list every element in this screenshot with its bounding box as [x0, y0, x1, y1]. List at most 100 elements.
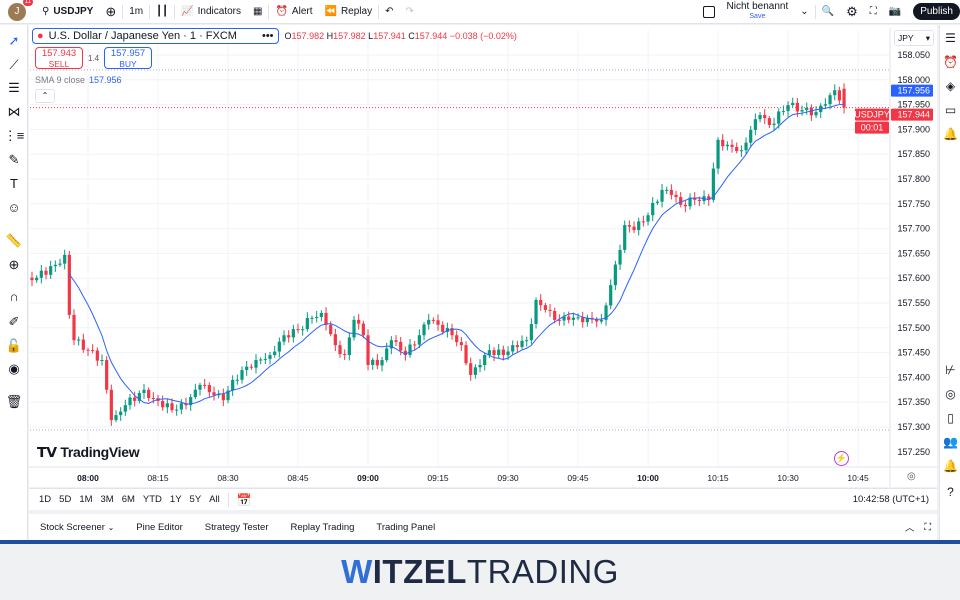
indicators-button[interactable]: 📈 Indicators — [181, 6, 242, 17]
tab-trading-panel[interactable]: Trading Panel — [376, 521, 436, 533]
layout-checkbox-icon[interactable] — [697, 0, 721, 24]
zoom-in-icon[interactable]: ⊕ — [8, 257, 20, 272]
replay-button[interactable]: ⏪ Replay — [324, 6, 373, 17]
projection-icon[interactable]: ⋮≡ — [3, 128, 25, 143]
candle-body — [375, 359, 379, 366]
avatar[interactable]: J 11 — [8, 0, 33, 21]
candle-body — [637, 221, 641, 231]
camera-icon[interactable]: 📷 — [888, 6, 902, 17]
candle-body — [707, 196, 711, 200]
bell-icon[interactable]: 🔔 — [943, 127, 958, 141]
symbol-info[interactable]: ● U.S. Dollar / Japanese Yen · 1 · FXCM ••… — [32, 28, 279, 44]
range-1y[interactable]: 1Y — [169, 494, 182, 505]
candle-body — [669, 189, 673, 195]
pattern-icon[interactable]: ⋈ — [7, 104, 21, 119]
candle-body — [203, 384, 207, 386]
tab-replay-trading[interactable]: Replay Trading — [290, 521, 355, 533]
buy-button[interactable]: 157.957 BUY — [104, 47, 152, 69]
range-ytd[interactable]: YTD — [142, 494, 162, 505]
calendar-goto-icon[interactable]: 📅 — [236, 492, 252, 507]
ruler-icon[interactable]: 📏 — [5, 233, 23, 248]
magnet-icon[interactable]: ∩ — [9, 289, 19, 304]
range-6m[interactable]: 6M — [121, 494, 135, 505]
people-icon[interactable]: 👥 — [943, 435, 958, 449]
candles-icon[interactable]: ┃┃ — [156, 6, 169, 17]
tab-strategy-tester[interactable]: Strategy Tester — [204, 521, 269, 533]
candle-body — [175, 409, 179, 411]
last-price-tag: 157.944 — [897, 110, 930, 120]
lock-drawing-icon[interactable]: ✐ — [8, 314, 20, 329]
help-icon[interactable]: ? — [947, 485, 954, 499]
cursor-icon[interactable]: ➚ — [8, 33, 20, 48]
lightning-icon[interactable]: ⚡ — [834, 451, 849, 466]
layouts-icon[interactable]: ▦ — [253, 6, 263, 17]
range-3m[interactable]: 3M — [100, 494, 114, 505]
quick-search-icon[interactable]: 🔍 — [821, 6, 835, 17]
layout-name-button[interactable]: Nicht benannt Save — [726, 0, 789, 20]
chevron-up-icon[interactable]: ︿ — [904, 523, 915, 534]
undo-icon[interactable]: ↶ — [385, 6, 394, 17]
layers-icon[interactable]: ◈ — [945, 79, 956, 93]
collapse-legend-button[interactable]: ⌃ — [35, 89, 55, 103]
sell-button[interactable]: 157.943 SELL — [35, 47, 83, 69]
candle-body — [441, 324, 445, 332]
candle-body — [77, 339, 81, 341]
fullscreen-icon[interactable]: ⛶ — [869, 6, 877, 17]
fib-lines-icon[interactable]: ☰ — [8, 80, 20, 95]
candle-body — [618, 249, 622, 265]
gear-icon[interactable]: ⚙ — [846, 3, 858, 19]
chart-pane[interactable] — [29, 25, 937, 487]
clock[interactable]: 10:42:58 (UTC+1) — [852, 494, 929, 505]
candle-body — [240, 370, 244, 380]
trash-icon[interactable]: 🗑 — [5, 394, 23, 409]
symbol-search-button[interactable]: ⚲ USDJPY — [42, 6, 94, 17]
currency-select[interactable]: JPY ▾ — [894, 30, 934, 46]
candle-body — [693, 197, 697, 200]
sma-legend[interactable]: SMA 9 close 157.956 — [35, 75, 122, 85]
candle-body — [81, 339, 85, 350]
candle-body — [296, 329, 300, 331]
text-icon[interactable]: T — [10, 176, 18, 191]
trend-line-icon[interactable]: ⟋ — [9, 57, 19, 72]
lock-icon[interactable]: 🔓 — [5, 338, 23, 353]
watchlist-icon[interactable]: ☰ — [945, 31, 956, 45]
candle-body — [548, 309, 552, 311]
compare-add-icon[interactable]: ⊕ — [105, 3, 117, 19]
indicators-icon: 📈 — [181, 6, 194, 17]
range-1m[interactable]: 1M — [79, 494, 93, 505]
redo-icon[interactable]: ↷ — [405, 6, 414, 17]
range-5y[interactable]: 5Y — [189, 494, 202, 505]
brush-icon[interactable]: ✎ — [8, 152, 20, 167]
candle-body — [109, 389, 113, 421]
candle-body — [137, 392, 141, 401]
tab-stock-screener[interactable]: Stock Screener ⌄ — [40, 521, 115, 533]
time-tick-label: 09:15 — [427, 473, 449, 483]
settings-icon[interactable]: ◎ — [907, 471, 916, 482]
chart-tool-icon[interactable]: ⊬ — [945, 363, 956, 377]
candle-body — [403, 350, 407, 356]
candle-body — [91, 350, 95, 352]
tab-pine-editor[interactable]: Pine Editor — [136, 521, 183, 533]
candle-body — [627, 225, 631, 227]
more-icon[interactable]: ••• — [261, 30, 274, 42]
range-all[interactable]: All — [209, 494, 220, 505]
candle-body — [347, 337, 351, 356]
publish-button[interactable]: Publish — [913, 3, 960, 20]
candle-body — [791, 102, 795, 106]
calendar-icon[interactable]: ▯ — [947, 411, 954, 425]
maximize-icon[interactable]: ⛶ — [924, 521, 931, 533]
chat-icon[interactable]: ▭ — [944, 103, 957, 117]
candle-body — [683, 204, 687, 207]
interval-button[interactable]: 1m — [129, 6, 144, 17]
eye-icon[interactable]: ◉ — [8, 361, 20, 376]
alert-button[interactable]: ⏰ Alert — [275, 6, 313, 17]
range-5d[interactable]: 5D — [59, 494, 72, 505]
target-icon[interactable]: ◎ — [945, 387, 956, 401]
notification-bell-icon[interactable]: 🔔 — [943, 459, 958, 473]
alarm-clock-icon[interactable]: ⏰ — [943, 55, 958, 69]
range-1d[interactable]: 1D — [39, 494, 52, 505]
emoji-icon[interactable]: ☺ — [7, 200, 21, 215]
chevron-down-icon[interactable]: ⌄ — [800, 6, 809, 17]
candle-body — [599, 319, 603, 322]
